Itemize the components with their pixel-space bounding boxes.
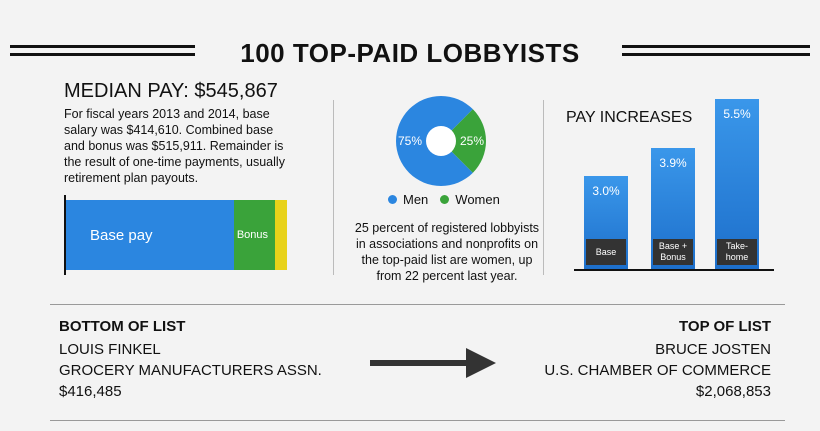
stacked-bar-label-bonus: Bonus <box>236 229 269 241</box>
stacked-bar-segment-bonus: Bonus <box>233 200 275 270</box>
header-rule-left-2 <box>10 53 195 56</box>
divider-left <box>333 100 334 275</box>
pay-bar-value-1: 3.0% <box>592 184 620 199</box>
pay-bar-category-3: Take-home <box>717 239 757 265</box>
stacked-bar-segment-base-pay: Base pay <box>66 200 234 270</box>
pie-slice-women <box>441 109 486 173</box>
pie-label-men: 75% <box>398 134 422 148</box>
legend-women-marker <box>440 195 450 204</box>
bottom-of-list-name: LOUIS FINKEL <box>59 341 161 358</box>
arrow-right-icon <box>370 348 496 378</box>
pay-bar-category-1: Base <box>586 239 626 265</box>
median-pay-title: MEDIAN PAY: $545,867 <box>64 80 278 102</box>
pay-increases-title: PAY INCREASES <box>566 109 693 126</box>
top-of-list-pay: $2,068,853 <box>695 383 771 400</box>
section-divider-top <box>50 304 785 305</box>
legend-men-marker <box>388 195 397 204</box>
legend-women-label: Women <box>455 192 500 207</box>
bottom-of-list-heading: BOTTOM OF LIST <box>59 318 186 335</box>
pie-label-women: 25% <box>460 134 484 148</box>
pie-center-hole <box>426 126 456 156</box>
top-of-list-org: U.S. CHAMBER OF COMMERCE <box>544 362 771 379</box>
divider-right <box>543 100 544 275</box>
pay-bar-category-2: Base + Bonus <box>653 239 693 265</box>
top-of-list-heading: TOP OF LIST <box>679 318 771 335</box>
stacked-bar-axis <box>64 195 66 275</box>
header-rule-left-1 <box>10 45 195 48</box>
header-rule-right-2 <box>622 53 810 56</box>
section-divider-bottom <box>50 420 785 421</box>
pay-bar-value-3: 5.5% <box>723 107 751 121</box>
header-rule-right-1 <box>622 45 810 48</box>
page-title: 100 TOP-PAID LOBBYISTS <box>240 38 580 68</box>
pay-bar-value-2: 3.9% <box>659 156 687 171</box>
stacked-bar-label-base-pay: Base pay <box>90 226 153 244</box>
gender-pie-chart: 25% 75% <box>396 96 486 186</box>
top-of-list-name: BRUCE JOSTEN <box>655 341 771 358</box>
bottom-of-list-org: GROCERY MANUFACTURERS ASSN. <box>59 362 322 379</box>
median-pay-description: For fiscal years 2013 and 2014, base sal… <box>64 107 285 185</box>
bottom-of-list-pay: $416,485 <box>59 383 122 400</box>
pay-increases-baseline <box>574 269 774 271</box>
pie-legend: Men Women <box>388 192 500 207</box>
gender-description: 25 percent of registered lobbyists in as… <box>354 221 540 283</box>
legend-men-label: Men <box>403 192 429 207</box>
stacked-bar-segment-other <box>274 200 287 270</box>
